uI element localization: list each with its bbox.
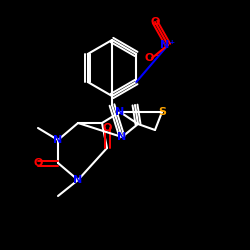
Text: O⁻: O⁻ bbox=[144, 53, 160, 63]
Text: N: N bbox=[118, 132, 127, 142]
Text: S: S bbox=[158, 107, 166, 117]
Text: O: O bbox=[150, 17, 160, 27]
Text: N: N bbox=[74, 175, 82, 185]
Text: N: N bbox=[54, 135, 62, 145]
Text: N: N bbox=[116, 107, 124, 117]
Text: N⁺: N⁺ bbox=[160, 40, 176, 50]
Text: O: O bbox=[102, 123, 112, 133]
Text: O: O bbox=[33, 158, 43, 168]
